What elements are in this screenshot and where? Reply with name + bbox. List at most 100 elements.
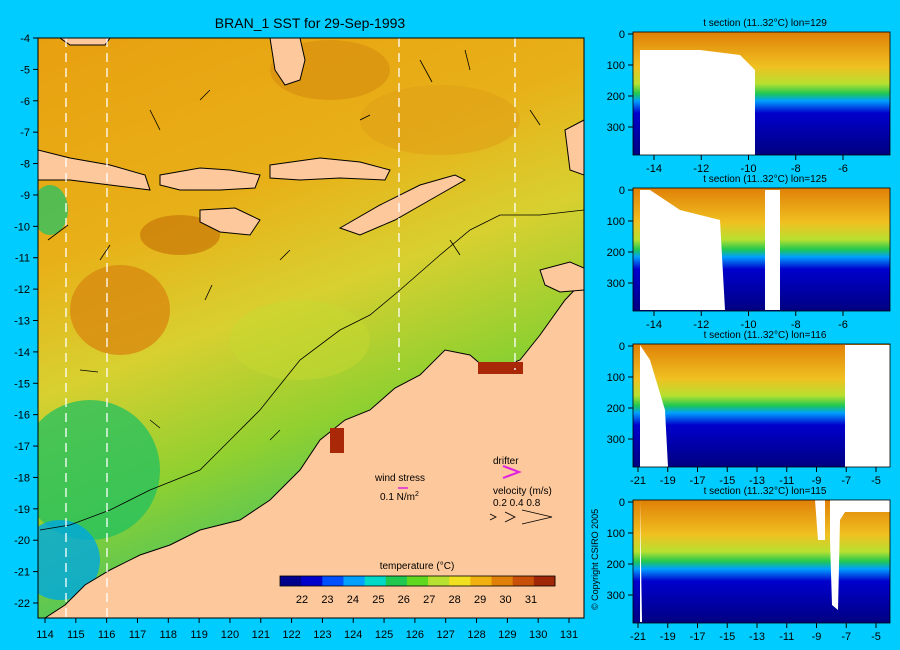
section-panel: t section (11..32°C) lon=116 0 100 200 300 -2… [607,330,891,487]
section-panel: t section (11..32°C) lon=125 0 100 200 300 -1… [607,174,891,331]
colorbar-swatch [406,576,429,586]
lat-tick-label: -7 [20,127,30,139]
drifter-label: drifter [493,456,519,467]
colorbar-label: temperature (°C) [380,561,455,572]
timor-island [338,174,467,236]
lon-tick-label: 127 [437,629,455,641]
lon-tick-label: 120 [221,629,239,641]
lat-tick-label: -21 [14,567,30,579]
lat-tick-label: -10 [14,221,30,233]
lat-tick-label: -14 [14,347,30,359]
colorbar-swatch [343,576,366,586]
section-mask [640,345,668,467]
copyright-notice: © Copyright CSIRO 2005 [590,509,600,610]
colorbar-tick-label: 24 [347,594,359,606]
lon-tick-label: 128 [467,629,485,641]
section-lines [65,38,516,618]
lat-tick-label: -4 [20,33,30,45]
flores-island [269,157,391,181]
latitude-axis: -4 -5 -6 -7 -8 -9 -10 -11 -12 -13 -14 -15 -16 -17 -18 -… [14,33,38,610]
lat-tick-label: -10 [741,163,757,175]
lat-tick-label: -17 [690,631,706,643]
depth-tick-label: 200 [607,247,625,259]
velocity-values: 0.2 0.4 0.8 [493,498,541,509]
lat-tick-label: -13 [749,475,765,487]
section-mask [815,500,890,610]
lat-tick-label: -12 [14,284,30,296]
lat-tick-label: -6 [838,163,848,175]
lon-tick-label: 130 [529,629,547,641]
melville-island [539,261,584,293]
velocity-label: velocity (m/s) [493,486,552,497]
lat-tick-label: -16 [14,410,30,422]
depth-tick-label: 200 [607,91,625,103]
lon-tick-label: 125 [375,629,393,641]
colorbar-tick-label: 30 [499,594,511,606]
lon-tick-label: 124 [344,629,362,641]
lon-tick-label: 126 [406,629,424,641]
lon-tick-label: 119 [190,629,208,641]
depth-tick-label: 0 [619,29,625,41]
depth-tick-label: 0 [619,497,625,509]
lat-tick-label: -20 [14,535,30,547]
lon-tick-label: 118 [160,629,178,641]
depth-tick-label: 300 [607,278,625,290]
colorbar-swatch [512,576,535,586]
sulawesi-land [269,38,306,86]
section-mask [640,190,725,310]
lat-tick-label: -11 [15,253,30,265]
longitude-axis: 114 115 116 117 118 119 120 121 122 123 124 125 126 1… [36,618,578,641]
wind-stress-value: 0.1 N/m2 [380,491,419,503]
map-title: BRAN_1 SST for 29-Sep-1993 [215,15,406,31]
section-title: t section (11..32°C) lon=116 [704,330,827,341]
borneo-land [59,38,111,46]
sumba-island [199,207,261,236]
lon-tick-label: 122 [282,629,300,641]
lon-tick-label: 115 [67,629,85,641]
depth-tick-label: 300 [607,434,625,446]
lat-tick-label: -15 [719,631,735,643]
temperature-sections: t section (11..32°C) lon=129 0 100 200 300 -1… [607,18,891,643]
section-mask [640,500,642,622]
lat-tick-label: -19 [660,631,676,643]
depth-tick-label: 100 [607,216,625,228]
lat-tick-label: -5 [871,475,881,487]
colorbar-tick-label: 23 [321,594,333,606]
section-title: t section (11..32°C) lon=129 [703,18,827,29]
lat-tick-label: -12 [693,319,709,331]
section-mask [845,345,890,467]
lat-tick-label: -13 [749,631,765,643]
depth-tick-label: 100 [607,372,625,384]
depth-tick-label: 300 [607,122,625,134]
depth-tick-label: 200 [607,403,625,415]
lon-tick-label: 116 [98,629,116,641]
colorbar: temperature (°C) 22 23 24 25 26 27 28 29 30 31 [279,561,556,606]
lat-tick-label: -7 [841,631,851,643]
lat-tick-label: -9 [20,190,30,202]
lat-tick-label: -14 [646,319,662,331]
drifter-arrow-icon [502,465,522,479]
lat-tick-label: -8 [20,159,30,171]
lat-tick-label: -13 [14,316,30,328]
lat-tick-label: -7 [841,475,851,487]
lat-tick-label: -17 [14,441,30,453]
lat-tick-label: -21 [630,631,646,643]
section-title: t section (11..32°C) lon=115 [704,486,827,497]
colorbar-tick-label: 27 [423,594,435,606]
colorbar-swatch [364,576,387,586]
lat-tick-label: -5 [871,631,881,643]
section-mask [640,50,755,155]
section-title: t section (11..32°C) lon=125 [703,174,827,185]
lat-tick-label: -11 [779,631,794,643]
lat-tick-label: -6 [838,319,848,331]
lon-tick-label: 131 [560,629,578,641]
wind-stress-label: wind stress [374,473,425,484]
depth-tick-label: 100 [607,528,625,540]
colorbar-swatch [301,576,323,586]
lon-tick-label: 114 [36,629,54,641]
lon-tick-label: 129 [498,629,516,641]
colorbar-tick-label: 28 [449,594,461,606]
section-panel: t section (11..32°C) lon=115 0 100 200 300 -2… [607,486,891,643]
colorbar-swatch [385,576,408,586]
map-legend: wind stress 0.1 N/m2 drifter velocity (m… [374,456,553,525]
